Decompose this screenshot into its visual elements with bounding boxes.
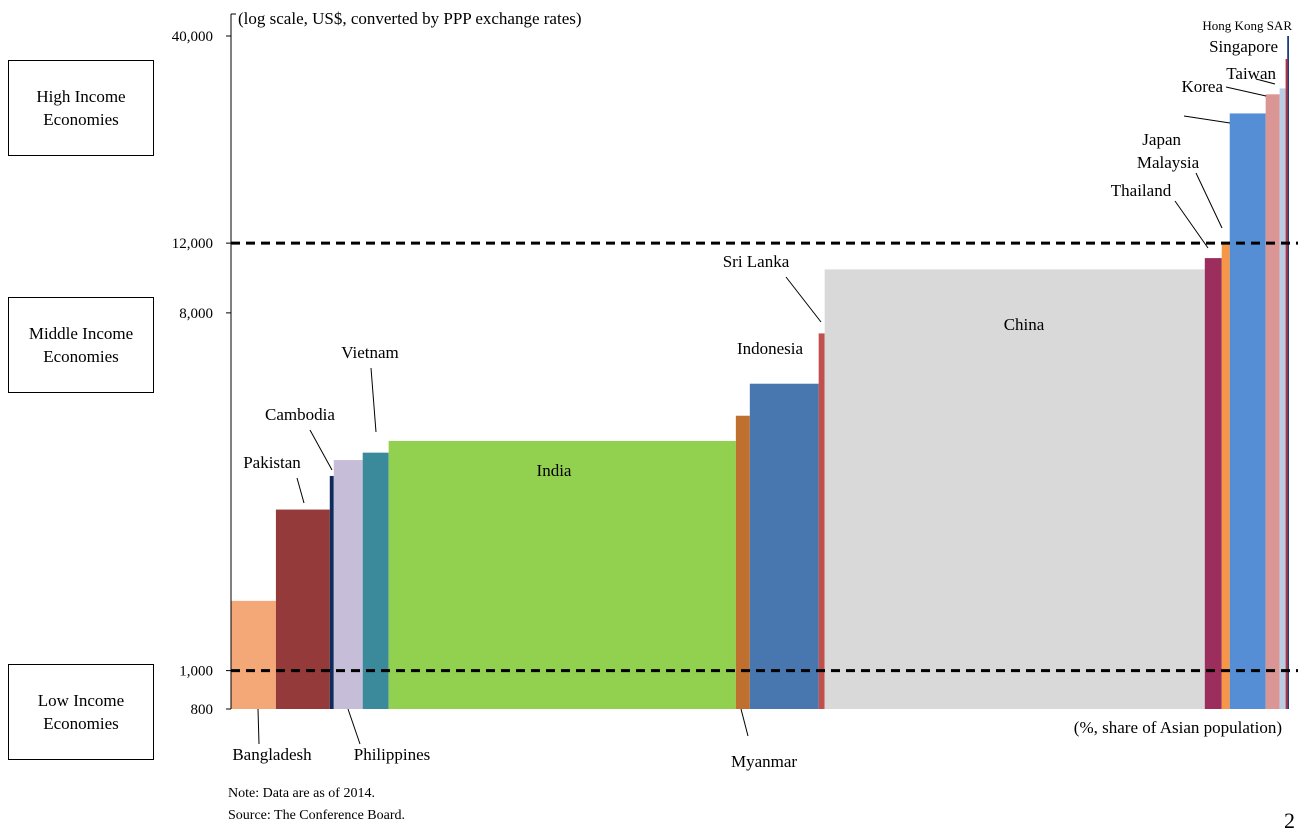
bar-cambodia bbox=[329, 475, 334, 709]
y-tick-label: 12,000 bbox=[172, 236, 213, 252]
bar-china bbox=[824, 269, 1205, 709]
income-group-low: Low Income Economies bbox=[8, 664, 154, 760]
bars-layer bbox=[231, 36, 1289, 710]
y-tick-label: 40,000 bbox=[172, 29, 213, 45]
bar-japan bbox=[1229, 113, 1266, 709]
leader-line-pakistan bbox=[296, 477, 305, 504]
bar-label-indonesia: Indonesia bbox=[737, 339, 804, 358]
leader-line-korea bbox=[1225, 86, 1267, 97]
leader-line-vietnam bbox=[370, 367, 377, 433]
leader-line-philippines bbox=[347, 708, 361, 745]
bar-labels: Bangladesh Pakistan Cambodia Philippines Vie… bbox=[232, 18, 1292, 771]
bar-label-malaysia: Malaysia bbox=[1137, 153, 1200, 172]
leader-line-japan bbox=[1183, 115, 1231, 124]
leader-line-taiwan bbox=[1255, 78, 1276, 85]
bar-label-japan: Japan bbox=[1142, 130, 1181, 149]
y-tick-label: 1,000 bbox=[179, 664, 213, 680]
bar-label-vietnam: Vietnam bbox=[341, 343, 399, 362]
income-group-middle-label: Middle Income Economies bbox=[28, 324, 134, 366]
bar-thailand bbox=[1204, 258, 1222, 709]
page-number: 2 bbox=[1284, 808, 1295, 833]
bar-korea bbox=[1265, 94, 1280, 709]
leader-line-malaysia bbox=[1195, 172, 1223, 229]
bar-label-thailand: Thailand bbox=[1111, 181, 1172, 200]
bar-taiwan bbox=[1279, 88, 1286, 709]
income-group-high-label: High Income Economies bbox=[36, 87, 126, 129]
bar-label-india: India bbox=[537, 461, 572, 480]
bar-label-sri-lanka: Sri Lanka bbox=[723, 252, 790, 271]
leader-line-sri-lanka bbox=[785, 276, 822, 323]
y-tick-label: 8,000 bbox=[179, 306, 213, 322]
bar-indonesia bbox=[749, 383, 819, 709]
bar-label-hong-kong-sar: Hong Kong SAR bbox=[1202, 18, 1292, 33]
bar-india bbox=[388, 440, 736, 709]
threshold-lines bbox=[231, 241, 1298, 673]
bar-myanmar bbox=[735, 415, 750, 709]
income-group-middle: Middle Income Economies bbox=[8, 297, 154, 393]
bar-label-pakistan: Pakistan bbox=[243, 453, 301, 472]
x-axis-note: (%, share of Asian population) bbox=[1074, 718, 1282, 737]
chart-source: Source: The Conference Board. bbox=[228, 808, 406, 823]
bar-hong-kong-sar bbox=[1287, 36, 1289, 709]
bar-label-cambodia: Cambodia bbox=[265, 405, 335, 424]
y-tick-label: 800 bbox=[191, 702, 214, 718]
leader-line-bangladesh bbox=[257, 708, 260, 745]
income-group-high: High Income Economies bbox=[8, 60, 154, 156]
y-axis-note: (log scale, US$, converted by PPP exchan… bbox=[238, 9, 582, 28]
chart-note: Note: Data are as of 2014. bbox=[228, 786, 375, 801]
bar-label-korea: Korea bbox=[1181, 77, 1223, 96]
bar-bangladesh bbox=[231, 600, 276, 709]
income-group-low-label: Low Income Economies bbox=[37, 691, 125, 733]
bar-singapore bbox=[1285, 58, 1288, 710]
bar-philippines bbox=[333, 460, 363, 709]
leader-line-cambodia bbox=[309, 429, 333, 471]
bar-label-bangladesh: Bangladesh bbox=[232, 745, 312, 764]
bar-vietnam bbox=[362, 452, 389, 709]
bar-label-philippines: Philippines bbox=[354, 745, 431, 764]
leader-line-myanmar bbox=[740, 708, 749, 737]
y-axis: 40,000 12,000 8,000 1,000 800 bbox=[172, 13, 236, 718]
bar-malaysia bbox=[1221, 241, 1230, 709]
bar-label-china: China bbox=[1004, 315, 1045, 334]
bar-pakistan bbox=[275, 509, 330, 709]
bar-sri-lanka bbox=[818, 333, 825, 709]
bar-label-myanmar: Myanmar bbox=[731, 752, 797, 771]
bar-label-taiwan: Taiwan bbox=[1226, 64, 1276, 83]
leader-line-thailand bbox=[1174, 200, 1209, 249]
bar-label-singapore: Singapore bbox=[1209, 37, 1278, 56]
